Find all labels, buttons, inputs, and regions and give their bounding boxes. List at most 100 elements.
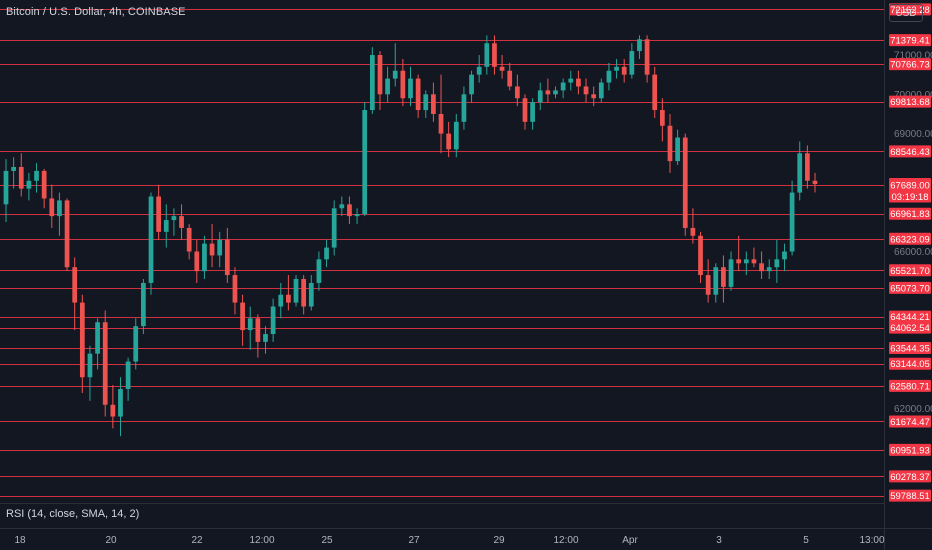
candle-body [385,78,390,95]
candle-body [713,267,719,295]
candle-body [316,259,322,283]
candle-body [698,235,703,276]
price-label-box [889,310,931,323]
candle-body [614,66,619,71]
candle-body [675,137,680,162]
time-tick-label: 27 [408,535,420,546]
price-tick-label: 69000.00 [894,129,932,140]
time-tick-label: 12:00 [249,535,274,546]
candle-body [34,170,39,181]
candle-body [469,74,474,95]
candle-body [560,82,566,91]
candle-body [331,208,337,248]
price-label-box [889,341,931,354]
candle-body [156,196,162,232]
candle-body [125,361,131,390]
candle-body [240,302,245,331]
time-tick-label: 3 [716,535,722,546]
candle-body [110,404,116,417]
currency-button[interactable]: USD [889,4,923,22]
price-label-text: 61674.47 [890,417,930,428]
candle-body [354,214,360,217]
price-label-text: 65521.70 [890,266,930,277]
candle-body [118,389,123,417]
price-label-box [889,415,931,428]
candle-body [751,259,757,264]
candle-body [102,322,108,405]
candle-body [484,43,490,67]
time-tick-label: 25 [321,535,333,546]
candle-body [514,86,520,99]
candle-body [690,227,696,236]
candle-body [362,110,368,215]
candle-body [736,259,742,264]
price-label-text: 66323.09 [890,234,930,245]
price-label-text: 71379.41 [890,36,930,47]
candle-body [18,167,24,189]
candle-body [568,78,574,83]
candle-body [41,170,47,199]
candle-body [11,167,16,171]
time-tick-label: 18 [14,535,26,546]
price-label-box [889,207,931,220]
price-label-text: 62580.71 [890,381,930,392]
time-tick-label: 29 [493,535,505,546]
candle-body [377,55,383,95]
price-label-text: 60951.93 [890,445,930,456]
price-tick-label: 70000.00 [894,90,932,101]
candle-body [392,70,398,79]
price-tick-label: 71000.00 [894,51,932,62]
price-label-box [889,95,931,108]
candle-body [576,78,581,87]
candle-body [537,90,543,103]
candle-body [179,216,184,228]
candle-body [194,251,200,272]
price-label-text: 60278.37 [890,472,930,483]
candle-body [224,239,230,276]
price-label-box [889,58,931,71]
candle-body [591,94,597,99]
candle-body [57,200,62,217]
price-label-box [889,281,931,294]
price-label-box [889,470,931,483]
candle-body [743,259,749,264]
candle-body [263,334,268,342]
candle-body [141,282,146,327]
candle-body [72,267,78,303]
candle-body [217,239,223,256]
candle-body [812,180,818,185]
candle-body [499,66,505,71]
candle-body [308,282,314,307]
candle-body [705,275,711,295]
candle-body [408,78,413,99]
candle-body [301,279,307,307]
candle-body [202,243,207,272]
candle-body [637,39,642,52]
candle-body [186,227,192,252]
price-label-text: 63544.35 [890,343,930,354]
time-tick-label: 13:00 [859,535,884,546]
price-label-text: 68546.43 [890,147,930,158]
candle-body [95,322,100,354]
candle-body [26,180,32,189]
candle-body [805,153,810,181]
candle-body [667,125,673,162]
time-tick-label: 20 [105,535,117,546]
price-label-box [889,179,931,192]
candle-body [400,70,406,99]
candle-body [286,294,291,303]
candle-body [782,251,787,260]
candle-body [606,70,612,83]
candle-body [148,196,154,283]
candle-body [461,94,467,122]
candle-body [347,204,352,217]
candle-body [247,318,253,331]
candle-body [682,137,688,228]
price-label-box [889,321,931,334]
candle-body [232,275,238,303]
price-label-box [889,443,931,456]
rsi-indicator-label[interactable]: RSI (14, close, SMA, 14, 2) [6,508,140,520]
candle-body [255,318,261,342]
